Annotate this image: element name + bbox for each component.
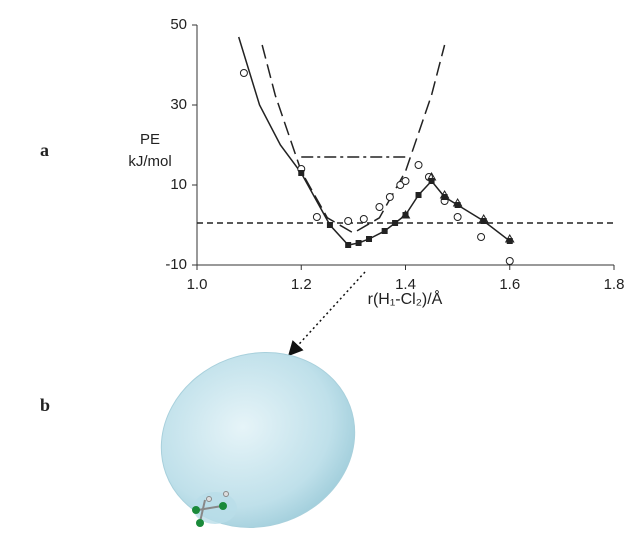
bond: [199, 499, 206, 523]
point-circle: [401, 177, 410, 185]
x-tick-label: 1.2: [291, 276, 312, 293]
curve: [237, 36, 511, 246]
molecule-image: [160, 352, 356, 528]
point-square: [366, 236, 373, 242]
atom: [219, 502, 227, 510]
y-axis-label: kJ/mol: [128, 153, 171, 170]
y-tick-label: 50: [170, 16, 187, 33]
panel-label: a: [40, 140, 49, 160]
curve: [261, 44, 446, 234]
point-triangle: [452, 197, 463, 207]
arrow: [287, 271, 366, 357]
orbital: [160, 352, 356, 528]
y-tick-label: 10: [170, 176, 187, 193]
point-circle: [312, 213, 321, 221]
x-axis-label: r(H₁-Cl₂)/Å: [368, 289, 443, 308]
y-axis-label: PE: [140, 131, 160, 148]
x-tick-label: 1.4: [395, 276, 416, 293]
point-square: [506, 238, 513, 244]
point-circle: [477, 233, 486, 241]
atom: [196, 519, 204, 527]
point-square: [428, 178, 435, 184]
point-triangle: [426, 171, 437, 181]
point-triangle: [478, 213, 489, 223]
point-square: [345, 242, 352, 248]
point-circle: [344, 217, 353, 225]
y-tick-label: 30: [170, 96, 187, 113]
point-square: [454, 202, 461, 208]
point-triangle: [400, 209, 411, 219]
point-square: [402, 212, 409, 218]
atom: [223, 491, 229, 497]
x-tick-label: 1.8: [604, 276, 625, 293]
point-triangle: [504, 233, 515, 243]
plot: -10 10 30 50 1.0 1.2 1.4 1.6 1.8: [165, 16, 624, 293]
point-circle: [396, 181, 405, 189]
point-square: [441, 194, 448, 200]
point-circle: [359, 215, 368, 223]
panel-label: b: [40, 395, 50, 415]
y-tick-label: -10: [165, 256, 187, 273]
point-triangle: [439, 189, 450, 199]
atom: [192, 506, 200, 514]
point-circle: [385, 193, 394, 201]
point-square: [355, 240, 362, 246]
point-circle: [414, 161, 423, 169]
point-circle: [453, 213, 462, 221]
x-tick-label: 1.0: [187, 276, 208, 293]
atom: [206, 496, 212, 502]
point-square: [392, 220, 399, 226]
point-circle: [375, 203, 384, 211]
point-circle: [505, 257, 514, 265]
point-square: [298, 170, 305, 176]
x-tick-label: 1.6: [499, 276, 520, 293]
point-circle: [239, 69, 248, 77]
point-square: [326, 222, 333, 228]
point-square: [480, 218, 487, 224]
point-square: [415, 192, 422, 198]
point-square: [381, 228, 388, 234]
